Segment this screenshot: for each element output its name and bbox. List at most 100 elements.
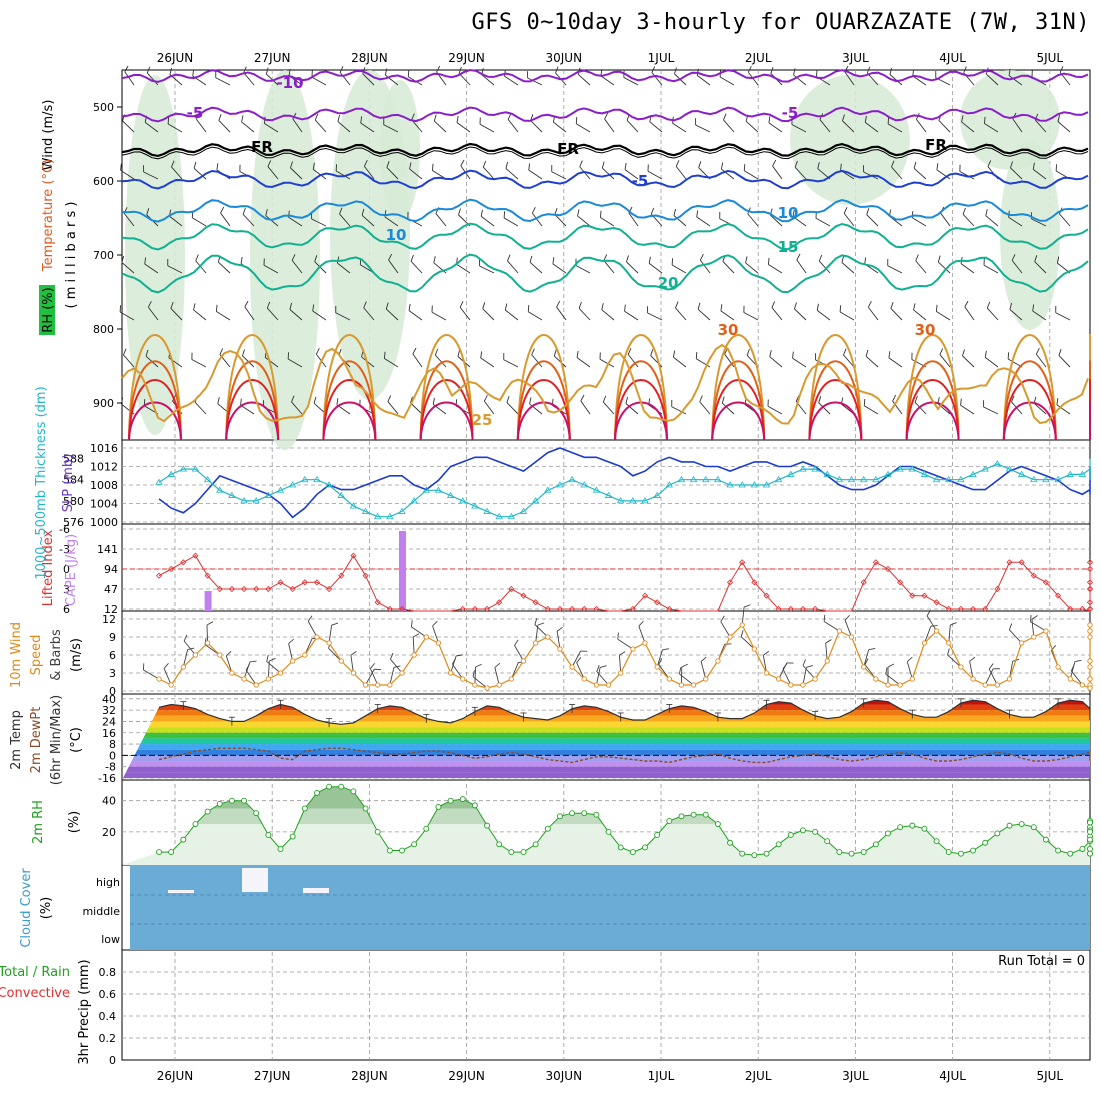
mb-tick-label: 900	[93, 397, 114, 410]
li-marker	[860, 579, 867, 586]
cloud-cover-bg	[130, 865, 1090, 950]
wind-barb	[818, 396, 831, 415]
isotherm-40-loop	[419, 379, 474, 441]
cape-tick-label: 141	[97, 543, 118, 556]
wind-barb-flag	[650, 349, 654, 356]
wind-barb-staff	[1033, 402, 1047, 415]
wind-barb	[287, 352, 303, 368]
wind-barb-staff	[362, 73, 375, 86]
li-marker	[812, 605, 819, 613]
wind10-barb-staff	[825, 643, 828, 662]
date-label-top: 1JUL	[648, 51, 675, 65]
wind-barb-staff	[628, 212, 639, 227]
wind-barb-flag	[529, 255, 533, 263]
wind-barb-staff	[937, 261, 951, 274]
thickness-marker	[689, 475, 698, 483]
run-total: Run Total = 0	[998, 954, 1085, 969]
date-label-top: 29JUN	[448, 51, 485, 65]
wind-barb-flag	[792, 209, 795, 217]
wind-barb-staff	[962, 355, 975, 368]
wind-barb	[383, 118, 399, 133]
wind-barb-flag	[913, 303, 916, 311]
wind-barb-staff	[194, 401, 207, 415]
wind-barb-staff	[865, 355, 879, 368]
wind10-speed-marker	[1055, 664, 1061, 670]
wind-barb-staff	[1034, 119, 1047, 133]
contour-label: -5	[782, 104, 799, 122]
wind-barb	[720, 162, 735, 180]
wind-barb-staff	[940, 212, 951, 227]
wind-barb-staff	[506, 402, 519, 415]
wind10-barb-flag	[472, 670, 475, 677]
wind10-barb-flag	[658, 658, 663, 665]
rh2m-marker	[702, 811, 709, 818]
wind-barb-staff	[747, 213, 759, 227]
thickness-marker	[495, 512, 503, 520]
thickness-marker	[908, 465, 917, 472]
wind-barb	[793, 68, 807, 86]
wind10-barb-staff	[595, 667, 601, 686]
wind-barb	[887, 259, 903, 274]
precip-total-label: Total / Rain	[0, 965, 70, 980]
wind-barb-flag	[337, 114, 341, 122]
wind-barb	[816, 303, 831, 321]
wind-barb	[672, 350, 687, 368]
wind10-barb-staff	[474, 666, 476, 686]
wind-barb-staff	[456, 263, 471, 274]
li-marker	[569, 605, 576, 613]
wind-barb-staff	[914, 401, 927, 415]
wind10-barb-flag	[249, 660, 257, 663]
li-marker	[326, 585, 333, 593]
wind-barb	[215, 71, 231, 86]
wind-barb-flag	[796, 253, 801, 261]
rh2m-marker	[970, 847, 976, 854]
thickness-marker	[1017, 470, 1026, 477]
wind-barb-staff	[913, 167, 927, 180]
rh2m-marker	[228, 797, 235, 804]
wind-barb-flag	[771, 301, 776, 308]
wind10-barb-staff	[534, 624, 549, 638]
wind-barb	[743, 305, 759, 321]
wind-barb-flag	[578, 301, 582, 309]
wind10-speed-marker	[739, 622, 745, 628]
wind10-barb-staff	[556, 631, 561, 650]
wind10-speed-marker	[618, 670, 624, 676]
wind10-barb	[576, 657, 585, 680]
wind10-tick-label: 9	[109, 631, 116, 644]
wind10-barb-staff	[679, 673, 694, 686]
wind10-speed-marker	[897, 682, 903, 688]
li-marker	[957, 605, 964, 613]
wind-barb-staff	[314, 119, 327, 133]
wind-barb-staff	[339, 72, 351, 86]
rh2m-marker	[192, 821, 199, 828]
thickness-marker	[361, 507, 370, 514]
wind-barb	[1009, 302, 1023, 321]
wind-barb-staff	[363, 307, 375, 321]
wind-barb-staff	[292, 118, 303, 133]
temp-band	[122, 744, 1090, 750]
rh2m-marker	[204, 808, 211, 815]
wind-barb	[866, 208, 879, 227]
mb-tick-label: 700	[93, 249, 114, 262]
rh-fill-mid	[122, 786, 1090, 825]
wind-barb-staff	[938, 120, 951, 133]
wind-barb-staff	[675, 307, 687, 321]
thickness-marker	[1066, 470, 1074, 477]
li-marker	[556, 605, 564, 613]
wind-barb-flag	[215, 304, 218, 312]
rh-fill	[122, 786, 1090, 865]
wind-barb	[697, 302, 711, 321]
wind-barb-flag	[433, 114, 437, 122]
wind10-barb	[350, 650, 357, 674]
wind10-barb	[390, 652, 403, 674]
li-marker	[374, 599, 381, 606]
wind-barb-flag	[863, 399, 866, 406]
wind10-barb-staff	[1031, 619, 1035, 638]
wind10-barb	[926, 609, 937, 632]
wind-barb-staff	[482, 166, 495, 180]
wind-barb-staff	[529, 261, 543, 274]
li-marker	[1042, 579, 1050, 586]
wind-barb-flag	[911, 352, 913, 360]
wind-barb-staff	[480, 216, 495, 227]
wind-barb	[675, 160, 687, 180]
